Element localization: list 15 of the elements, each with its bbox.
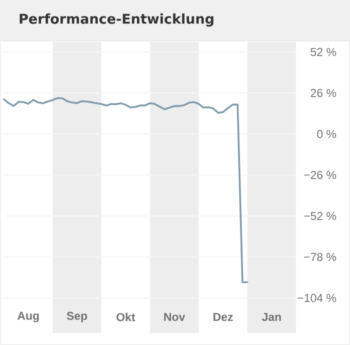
y-tick-label: 26 % bbox=[310, 88, 336, 98]
x-tick-label: Okt bbox=[116, 312, 136, 322]
y-tick-label: −52 % bbox=[304, 212, 336, 220]
x-tick-label: Dez bbox=[214, 312, 233, 322]
x-tick-label: Aug bbox=[17, 312, 39, 322]
y-tick-label: 0 % bbox=[317, 130, 336, 138]
y-tick-label: −26 % bbox=[304, 170, 336, 180]
x-tick-label: Nov bbox=[164, 312, 186, 322]
x-tick-label: Sep bbox=[66, 312, 88, 322]
line-series bbox=[3, 97, 248, 284]
x-tick-label: Jan bbox=[262, 312, 281, 322]
y-tick-label: −104 % bbox=[298, 294, 336, 302]
y-tick-label: −78 % bbox=[304, 252, 336, 262]
chart-title: Performance-Entwicklung bbox=[20, 13, 214, 27]
y-tick-label: 52 % bbox=[310, 48, 336, 56]
